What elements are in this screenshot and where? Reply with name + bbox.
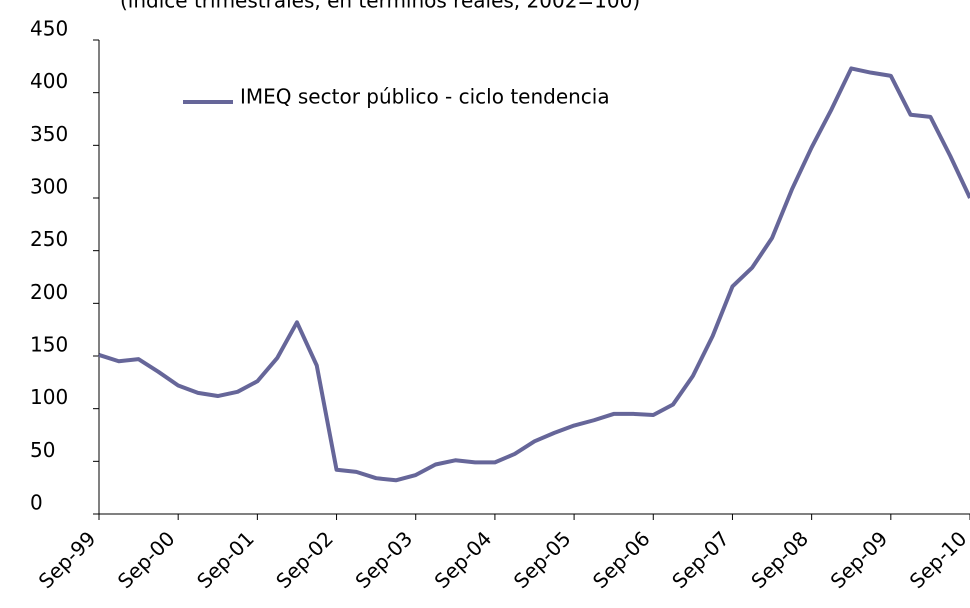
y-tick-label: 50 xyxy=(30,438,55,462)
y-tick-label: 200 xyxy=(30,280,68,304)
x-tick-label: Sep-00 xyxy=(113,526,180,593)
y-tick-label: 450 xyxy=(30,17,68,41)
y-tick-label: 150 xyxy=(30,333,68,357)
y-tick-label: 250 xyxy=(30,227,68,251)
x-tick-label: Sep-04 xyxy=(430,526,497,593)
line-series xyxy=(98,66,970,483)
legend-label: IMEQ sector público - ciclo tendencia xyxy=(240,85,610,109)
x-tick-label: Sep-08 xyxy=(746,526,813,593)
y-tick-label: 400 xyxy=(30,69,68,93)
x-tick-label: Sep-05 xyxy=(509,526,576,593)
x-tick-label: Sep-01 xyxy=(192,526,259,593)
x-tick-label: Sep-99 xyxy=(34,526,101,593)
x-tick-label: Sep-06 xyxy=(588,526,655,593)
x-tick-label: Sep-09 xyxy=(826,526,893,593)
x-tick-label: Sep-10 xyxy=(905,526,970,593)
x-tick-label: Sep-03 xyxy=(350,526,417,593)
y-tick-label: 300 xyxy=(30,175,68,199)
y-tick-label: 350 xyxy=(30,122,68,146)
x-tick-label: Sep-02 xyxy=(271,526,338,593)
y-tick-label: 100 xyxy=(30,385,68,409)
chart-title: (índice trimestrales, en términos reales… xyxy=(120,0,640,13)
x-tick-label: Sep-07 xyxy=(667,526,734,593)
y-tick-label: 0 xyxy=(30,491,43,515)
